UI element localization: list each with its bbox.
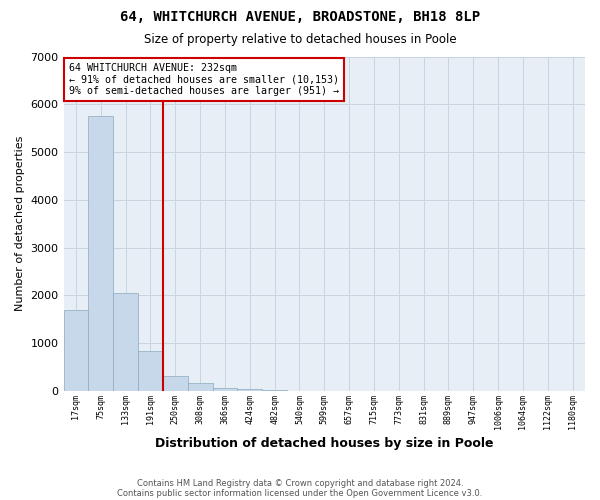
Text: 64 WHITCHURCH AVENUE: 232sqm
← 91% of detached houses are smaller (10,153)
9% of: 64 WHITCHURCH AVENUE: 232sqm ← 91% of de… xyxy=(69,63,339,96)
Bar xyxy=(163,376,188,391)
Text: 64, WHITCHURCH AVENUE, BROADSTONE, BH18 8LP: 64, WHITCHURCH AVENUE, BROADSTONE, BH18 … xyxy=(120,10,480,24)
Text: Size of property relative to detached houses in Poole: Size of property relative to detached ho… xyxy=(143,32,457,46)
Bar xyxy=(64,310,88,391)
Bar xyxy=(238,390,262,391)
Bar xyxy=(138,351,163,391)
Y-axis label: Number of detached properties: Number of detached properties xyxy=(15,136,25,312)
Bar xyxy=(113,293,138,391)
X-axis label: Distribution of detached houses by size in Poole: Distribution of detached houses by size … xyxy=(155,437,494,450)
Bar xyxy=(188,383,212,391)
Bar xyxy=(212,388,238,391)
Bar xyxy=(88,116,113,391)
Text: Contains HM Land Registry data © Crown copyright and database right 2024.: Contains HM Land Registry data © Crown c… xyxy=(137,478,463,488)
Text: Contains public sector information licensed under the Open Government Licence v3: Contains public sector information licen… xyxy=(118,488,482,498)
